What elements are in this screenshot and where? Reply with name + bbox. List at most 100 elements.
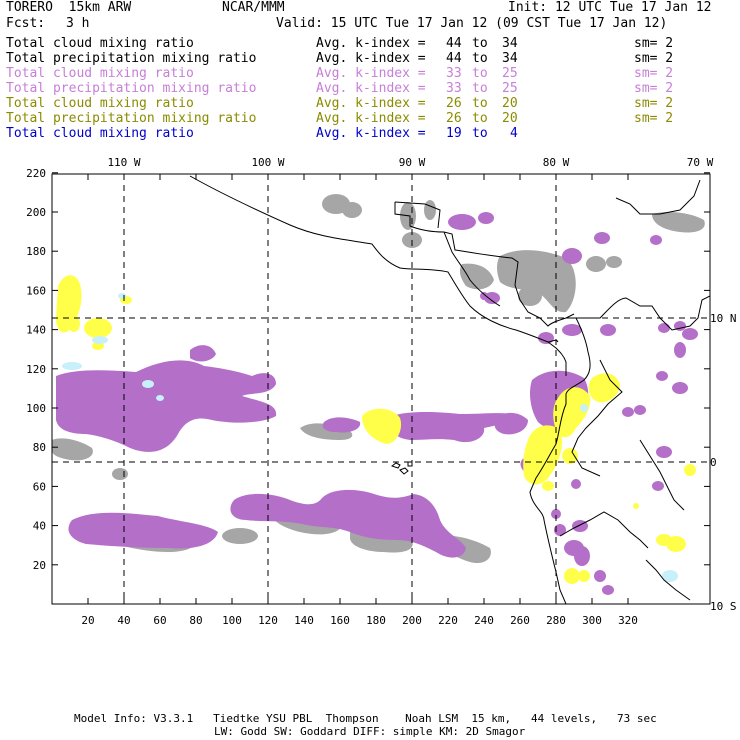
- x-tick-label: 260: [510, 614, 530, 627]
- legend-row-field: Total precipitation mixing ratio: [6, 111, 257, 126]
- purple-cloud: [322, 417, 361, 433]
- purple-cloud: [574, 546, 590, 566]
- colombia-caribbean-coast: [576, 295, 710, 331]
- purple-cloud: [494, 412, 528, 435]
- x-tick-label: 120: [258, 614, 278, 627]
- legend-row-index: Avg. k-index =: [316, 36, 434, 51]
- yellow-cloud: [684, 464, 696, 476]
- yellow-cloud: [68, 316, 80, 332]
- valid-time: Valid: 15 UTC Tue 17 Jan 12 (09 CST Tue …: [276, 16, 668, 31]
- gray-cloud: [52, 438, 93, 461]
- x-tick-label: 20: [81, 614, 94, 627]
- caribbean-islands: [615, 179, 701, 215]
- purple-cloud: [448, 214, 476, 230]
- longitude-label: 100 W: [251, 156, 284, 169]
- init-time: Init: 12 UTC Tue 17 Jan 12: [508, 0, 712, 15]
- model-info: Model Info: V3.3.1 Tiedtke YSU PBL Thomp…: [74, 712, 657, 725]
- mexico-pacific-coast: [189, 175, 559, 343]
- purple-cloud: [538, 332, 554, 344]
- yellow-cloud: [553, 387, 591, 438]
- yellow-cloud: [84, 318, 112, 338]
- legend-row-to: 25: [502, 81, 518, 96]
- y-tick-label: 120: [26, 363, 46, 376]
- gray-cloud: [586, 256, 606, 272]
- legend-row-to: 34: [502, 51, 518, 66]
- yellow-cloud: [542, 481, 554, 491]
- y-tick-label: 200: [26, 206, 46, 219]
- y-tick-label: 140: [26, 324, 46, 337]
- legend-row-index: Avg. k-index =: [316, 66, 434, 81]
- purple-cloud: [674, 342, 686, 358]
- purple-cloud: [230, 489, 466, 558]
- yucatan-peninsula: [394, 201, 441, 229]
- purple-cloud: [622, 407, 634, 417]
- legend-row-field: Total precipitation mixing ratio: [6, 81, 257, 96]
- longitude-label: 110 W: [107, 156, 140, 169]
- purple-cloud: [190, 345, 216, 362]
- lightblue-cloud: [156, 395, 164, 401]
- yellow-cloud: [578, 570, 590, 582]
- legend-row-index: Avg. k-index =: [316, 81, 434, 96]
- map-frame: [51, 173, 711, 605]
- legend-row-field: Total cloud mixing ratio: [6, 66, 194, 81]
- x-tick-label: 180: [366, 614, 386, 627]
- yellow-cloud: [633, 503, 639, 509]
- lightblue-cloud: [92, 336, 108, 344]
- purple-cloud: [658, 323, 670, 333]
- y-tick-label: 160: [26, 284, 46, 297]
- x-tick-label: 40: [117, 614, 130, 627]
- legend-row-field: Total cloud mixing ratio: [6, 36, 194, 51]
- yucatan-caribbean-coast: [394, 202, 575, 327]
- gray-cloud: [334, 200, 346, 212]
- legend-row-sm: sm= 2: [634, 51, 674, 66]
- y-tick-label: 100: [26, 402, 46, 415]
- peru-border: [559, 511, 649, 549]
- latitude-label: 10 S: [710, 600, 737, 613]
- purple-cloud: [562, 248, 582, 264]
- legend-row-sm: sm= 2: [634, 81, 674, 96]
- yellow-cloud: [562, 448, 578, 464]
- y-tick-label: 20: [33, 559, 46, 572]
- lightblue-cloud: [118, 293, 126, 299]
- purple-cloud: [652, 481, 664, 491]
- purple-cloud: [68, 512, 218, 549]
- gray-cloud: [112, 468, 128, 480]
- gray-cloud: [606, 256, 622, 268]
- lightblue-cloud: [662, 570, 678, 582]
- lightblue-cloud: [580, 404, 588, 412]
- org-label: NCAR/MMM: [222, 0, 285, 15]
- longitude-label: 80 W: [543, 156, 570, 169]
- legend-row-to-word: to: [472, 51, 488, 66]
- x-tick-label: 80: [189, 614, 202, 627]
- lightblue-cloud-layer: [62, 293, 678, 582]
- yellow-cloud: [92, 342, 104, 350]
- legend-row-to-word: to: [472, 66, 488, 81]
- lightblue-cloud: [62, 362, 82, 370]
- purple-cloud: [390, 412, 512, 443]
- gray-cloud: [459, 263, 494, 290]
- galapagos-islands: [390, 461, 413, 475]
- purple-cloud: [551, 509, 561, 519]
- yellow-cloud: [523, 425, 563, 485]
- lightblue-cloud: [142, 380, 154, 388]
- legend-row-to-word: to: [472, 126, 488, 141]
- x-tick-label: 320: [618, 614, 638, 627]
- legend-row-field: Total cloud mixing ratio: [6, 126, 194, 141]
- colombia-ecuador-border: [571, 359, 623, 477]
- fcst-value: 3 h: [66, 16, 90, 31]
- legend-row-to-word: to: [472, 96, 488, 111]
- legend-row-index: Avg. k-index =: [316, 111, 434, 126]
- south-america-pacific-coast: [529, 317, 591, 604]
- purple-cloud: [480, 292, 488, 300]
- legend-row-to: 4: [510, 126, 518, 141]
- x-tick-label: 300: [582, 614, 602, 627]
- legend-row-from: 44: [446, 51, 462, 66]
- longitude-label: 70 W: [687, 156, 714, 169]
- legend-row-sm: sm= 2: [634, 36, 674, 51]
- gray-cloud: [424, 200, 436, 220]
- purple-cloud: [602, 585, 614, 595]
- brazil-border: [639, 439, 685, 511]
- legend-row-sm: sm= 2: [634, 111, 674, 126]
- latitude-label: 10 N: [710, 312, 737, 325]
